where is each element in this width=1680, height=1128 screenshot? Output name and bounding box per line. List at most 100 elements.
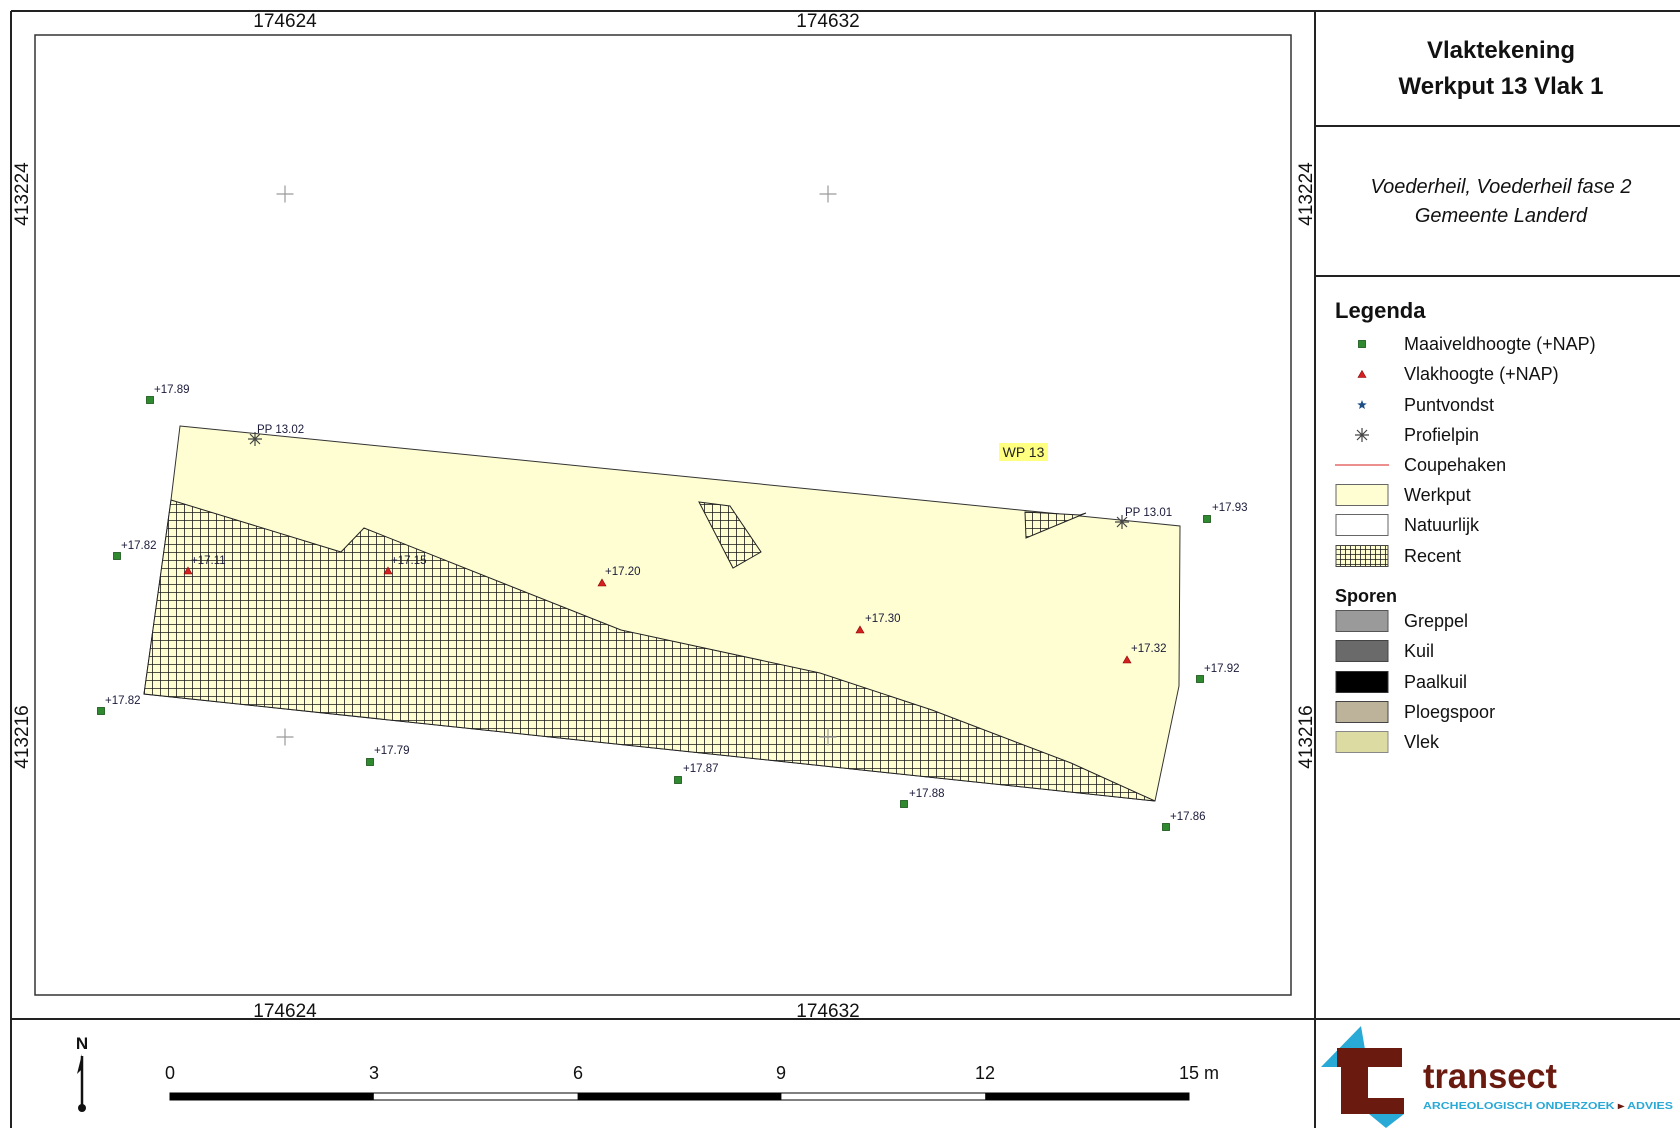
legend-item-werkput: Werkput (1335, 483, 1675, 507)
grid-cross-marks (276, 185, 837, 746)
surface-level-label: +17.86 (1170, 811, 1206, 823)
north-arrow: N (76, 1034, 88, 1112)
coord-bottom-1: 174624 (253, 1001, 317, 1022)
red-triangle-icon (1122, 655, 1132, 664)
plane-level-label: +17.15 (391, 555, 427, 567)
red-triangle-icon (855, 625, 865, 634)
legend-item-paalkuil: Paalkuil (1335, 670, 1675, 694)
subtitle-line-2: Gemeente Landerd (1414, 205, 1588, 227)
legend-item-label: Vlakhoogte (+NAP) (1404, 364, 1559, 384)
green-square-icon (1196, 675, 1204, 683)
sheet-title: Vlaktekening Werkput 13 Vlak 1 (1322, 33, 1680, 105)
star-icon (1357, 400, 1367, 410)
legend-item-ploegspoor: Ploegspoor (1335, 700, 1675, 724)
plane-level-markers: +17.11 +17.15 +17.20 +17.30 +17.32 (183, 555, 1167, 664)
coord-top-1: 174624 (253, 11, 317, 32)
coord-right-1: 413224 (1296, 162, 1317, 226)
red-triangle-icon (597, 578, 607, 587)
coord-left-2: 413216 (12, 705, 33, 768)
logo-mark-cyan-bottom (1369, 1114, 1404, 1128)
logo-tagline: ARCHEOLOGISCH ONDERZOEK ▸ ADVIES (1423, 1101, 1673, 1112)
plane-level-label: +17.20 (605, 566, 641, 578)
green-square-icon (366, 758, 374, 766)
legend-item-label: Coupehaken (1404, 455, 1507, 475)
legend-item-label: Greppel (1404, 611, 1469, 631)
red-triangle-icon (183, 566, 193, 575)
recent-area-wedge (1024, 511, 1087, 539)
legend-item-label: Puntvondst (1404, 395, 1495, 415)
asterisk-icon (1355, 428, 1369, 442)
green-square-icon (113, 552, 121, 560)
kuil-swatch (1335, 640, 1389, 662)
green-square-icon (146, 396, 154, 404)
legend-item-label: Vlek (1404, 732, 1440, 752)
legend-item-label: Natuurlijk (1404, 515, 1480, 535)
surface-level-label: +17.93 (1212, 502, 1248, 514)
legend-item-label: Paalkuil (1404, 672, 1468, 692)
legend-item-natuurlijk: Natuurlijk (1335, 513, 1675, 537)
paalkuil-swatch (1335, 671, 1389, 693)
svg-text:WP 13: WP 13 (1003, 444, 1045, 460)
ploegspoor-swatch (1335, 701, 1389, 723)
natuurlijk-swatch (1335, 514, 1389, 536)
legend-item-label: Ploegspoor (1404, 702, 1496, 722)
recent-area-large (143, 499, 1156, 802)
werkput-label: WP 13 (999, 443, 1048, 461)
greppel-swatch (1335, 610, 1389, 632)
scale-label: 0 (165, 1063, 175, 1083)
legend-item-label: Maaiveldhoogte (+NAP) (1404, 334, 1596, 354)
recent-area-small (698, 501, 762, 569)
recent-hatch-swatch (1335, 545, 1389, 567)
north-label: N (76, 1034, 88, 1053)
coord-left-1: 413224 (12, 162, 33, 226)
green-square-icon (97, 707, 105, 715)
surface-level-label: +17.88 (909, 788, 945, 800)
legend-item-profielpin: Profielpin (1335, 423, 1675, 447)
legend-item-vlakhoogte: Vlakhoogte (+NAP) (1335, 362, 1675, 386)
coord-bottom-2: 174632 (796, 1001, 859, 1022)
surface-level-label: +17.87 (683, 763, 719, 775)
profile-pins: PP 13.02 PP 13.01 (248, 424, 1172, 529)
green-square-icon (900, 800, 908, 808)
legend-item-label: Kuil (1404, 641, 1435, 661)
coord-top-2: 174632 (796, 11, 859, 32)
legend-item-puntvondst: Puntvondst (1335, 393, 1675, 417)
surface-level-markers: +17.89 +17.82 +17.82 +17.79 +17.87 +17.8… (97, 384, 1248, 831)
scale-bar: 0 3 6 9 12 15 m (165, 1063, 1219, 1101)
legend-item-vlek: Vlek (1335, 730, 1675, 754)
profile-pin-label: PP 13.01 (1125, 507, 1172, 519)
legend-item-maaiveldhoogte: Maaiveldhoogte (+NAP) (1335, 332, 1675, 356)
green-square-icon (1358, 340, 1366, 348)
scale-label: 12 (975, 1063, 995, 1083)
sheet-frame (10, 10, 1680, 1128)
asterisk-icon (1115, 515, 1129, 529)
plane-level-label: +17.30 (865, 613, 901, 625)
vlek-swatch (1335, 731, 1389, 753)
transect-logo: transect ARCHEOLOGISCH ONDERZOEK ▸ ADVIE… (1321, 1026, 1673, 1128)
coordinate-labels: 174624 174632 174624 174632 413224 41321… (12, 11, 1317, 1022)
legend-item-label: Recent (1404, 546, 1462, 566)
green-square-icon (1203, 515, 1211, 523)
legend-item-label: Werkput (1404, 485, 1471, 505)
legend-item-greppel: Greppel (1335, 609, 1675, 633)
surface-level-label: +17.92 (1204, 663, 1240, 675)
sheet-subtitle: Voederheil, Voederheil fase 2 Gemeente L… (1322, 173, 1680, 231)
legend-item-recent: Recent (1335, 544, 1675, 568)
surface-level-label: +17.79 (374, 745, 410, 757)
surface-level-label: +17.89 (154, 384, 190, 396)
scale-label: 9 (776, 1063, 786, 1083)
legend-item-label: Profielpin (1404, 425, 1480, 445)
asterisk-icon (248, 432, 262, 446)
title-line-1: Vlaktekening (1426, 37, 1576, 64)
title-line-2: Werkput 13 Vlak 1 (1398, 73, 1604, 100)
legend-heading: Legenda (1335, 298, 1426, 323)
scale-label: 3 (369, 1063, 379, 1083)
green-square-icon (1162, 823, 1170, 831)
plane-level-label: +17.11 (191, 555, 226, 567)
legend-item-coupehaken: Coupehaken (1335, 453, 1675, 477)
surface-level-label: +17.82 (105, 695, 141, 707)
coord-right-2: 413216 (1296, 705, 1317, 768)
profile-pin-label: PP 13.02 (257, 424, 304, 436)
legend-item-kuil: Kuil (1335, 639, 1675, 663)
